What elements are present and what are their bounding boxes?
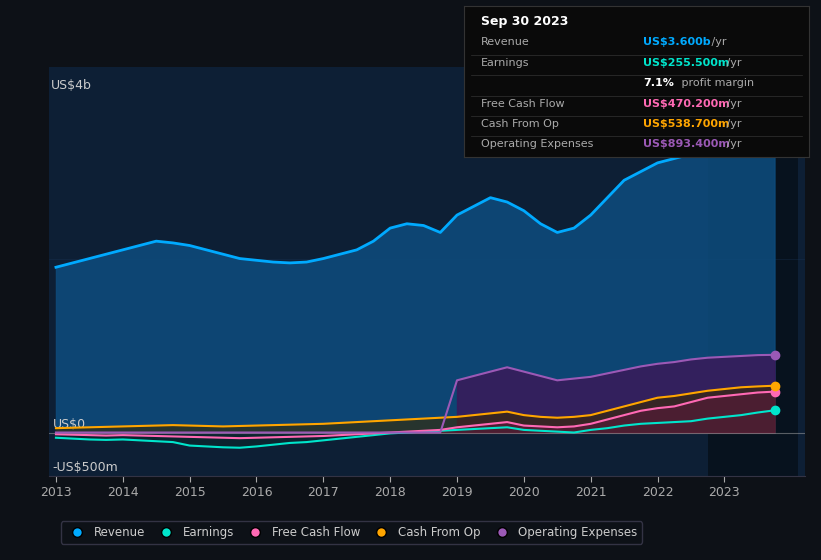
- Text: Earnings: Earnings: [481, 58, 530, 68]
- Bar: [708, 67, 798, 476]
- Text: Operating Expenses: Operating Expenses: [481, 139, 594, 150]
- Text: -US$500m: -US$500m: [53, 461, 118, 474]
- Text: Sep 30 2023: Sep 30 2023: [481, 15, 568, 27]
- Text: US$3.600b: US$3.600b: [643, 38, 711, 48]
- Text: US$0: US$0: [53, 418, 85, 431]
- Text: US$538.700m: US$538.700m: [643, 119, 730, 129]
- Text: /yr: /yr: [722, 58, 741, 68]
- Legend: Revenue, Earnings, Free Cash Flow, Cash From Op, Operating Expenses: Revenue, Earnings, Free Cash Flow, Cash …: [61, 521, 642, 544]
- Text: US$893.400m: US$893.400m: [643, 139, 730, 150]
- Text: profit margin: profit margin: [677, 78, 754, 88]
- Text: US$255.500m: US$255.500m: [643, 58, 730, 68]
- Text: /yr: /yr: [722, 99, 741, 109]
- Text: Revenue: Revenue: [481, 38, 530, 48]
- Text: US$470.200m: US$470.200m: [643, 99, 730, 109]
- Text: /yr: /yr: [722, 119, 741, 129]
- Text: Free Cash Flow: Free Cash Flow: [481, 99, 565, 109]
- Text: /yr: /yr: [722, 139, 741, 150]
- Text: /yr: /yr: [709, 38, 727, 48]
- Text: 7.1%: 7.1%: [643, 78, 674, 88]
- Text: Cash From Op: Cash From Op: [481, 119, 559, 129]
- Text: US$4b: US$4b: [51, 80, 92, 92]
